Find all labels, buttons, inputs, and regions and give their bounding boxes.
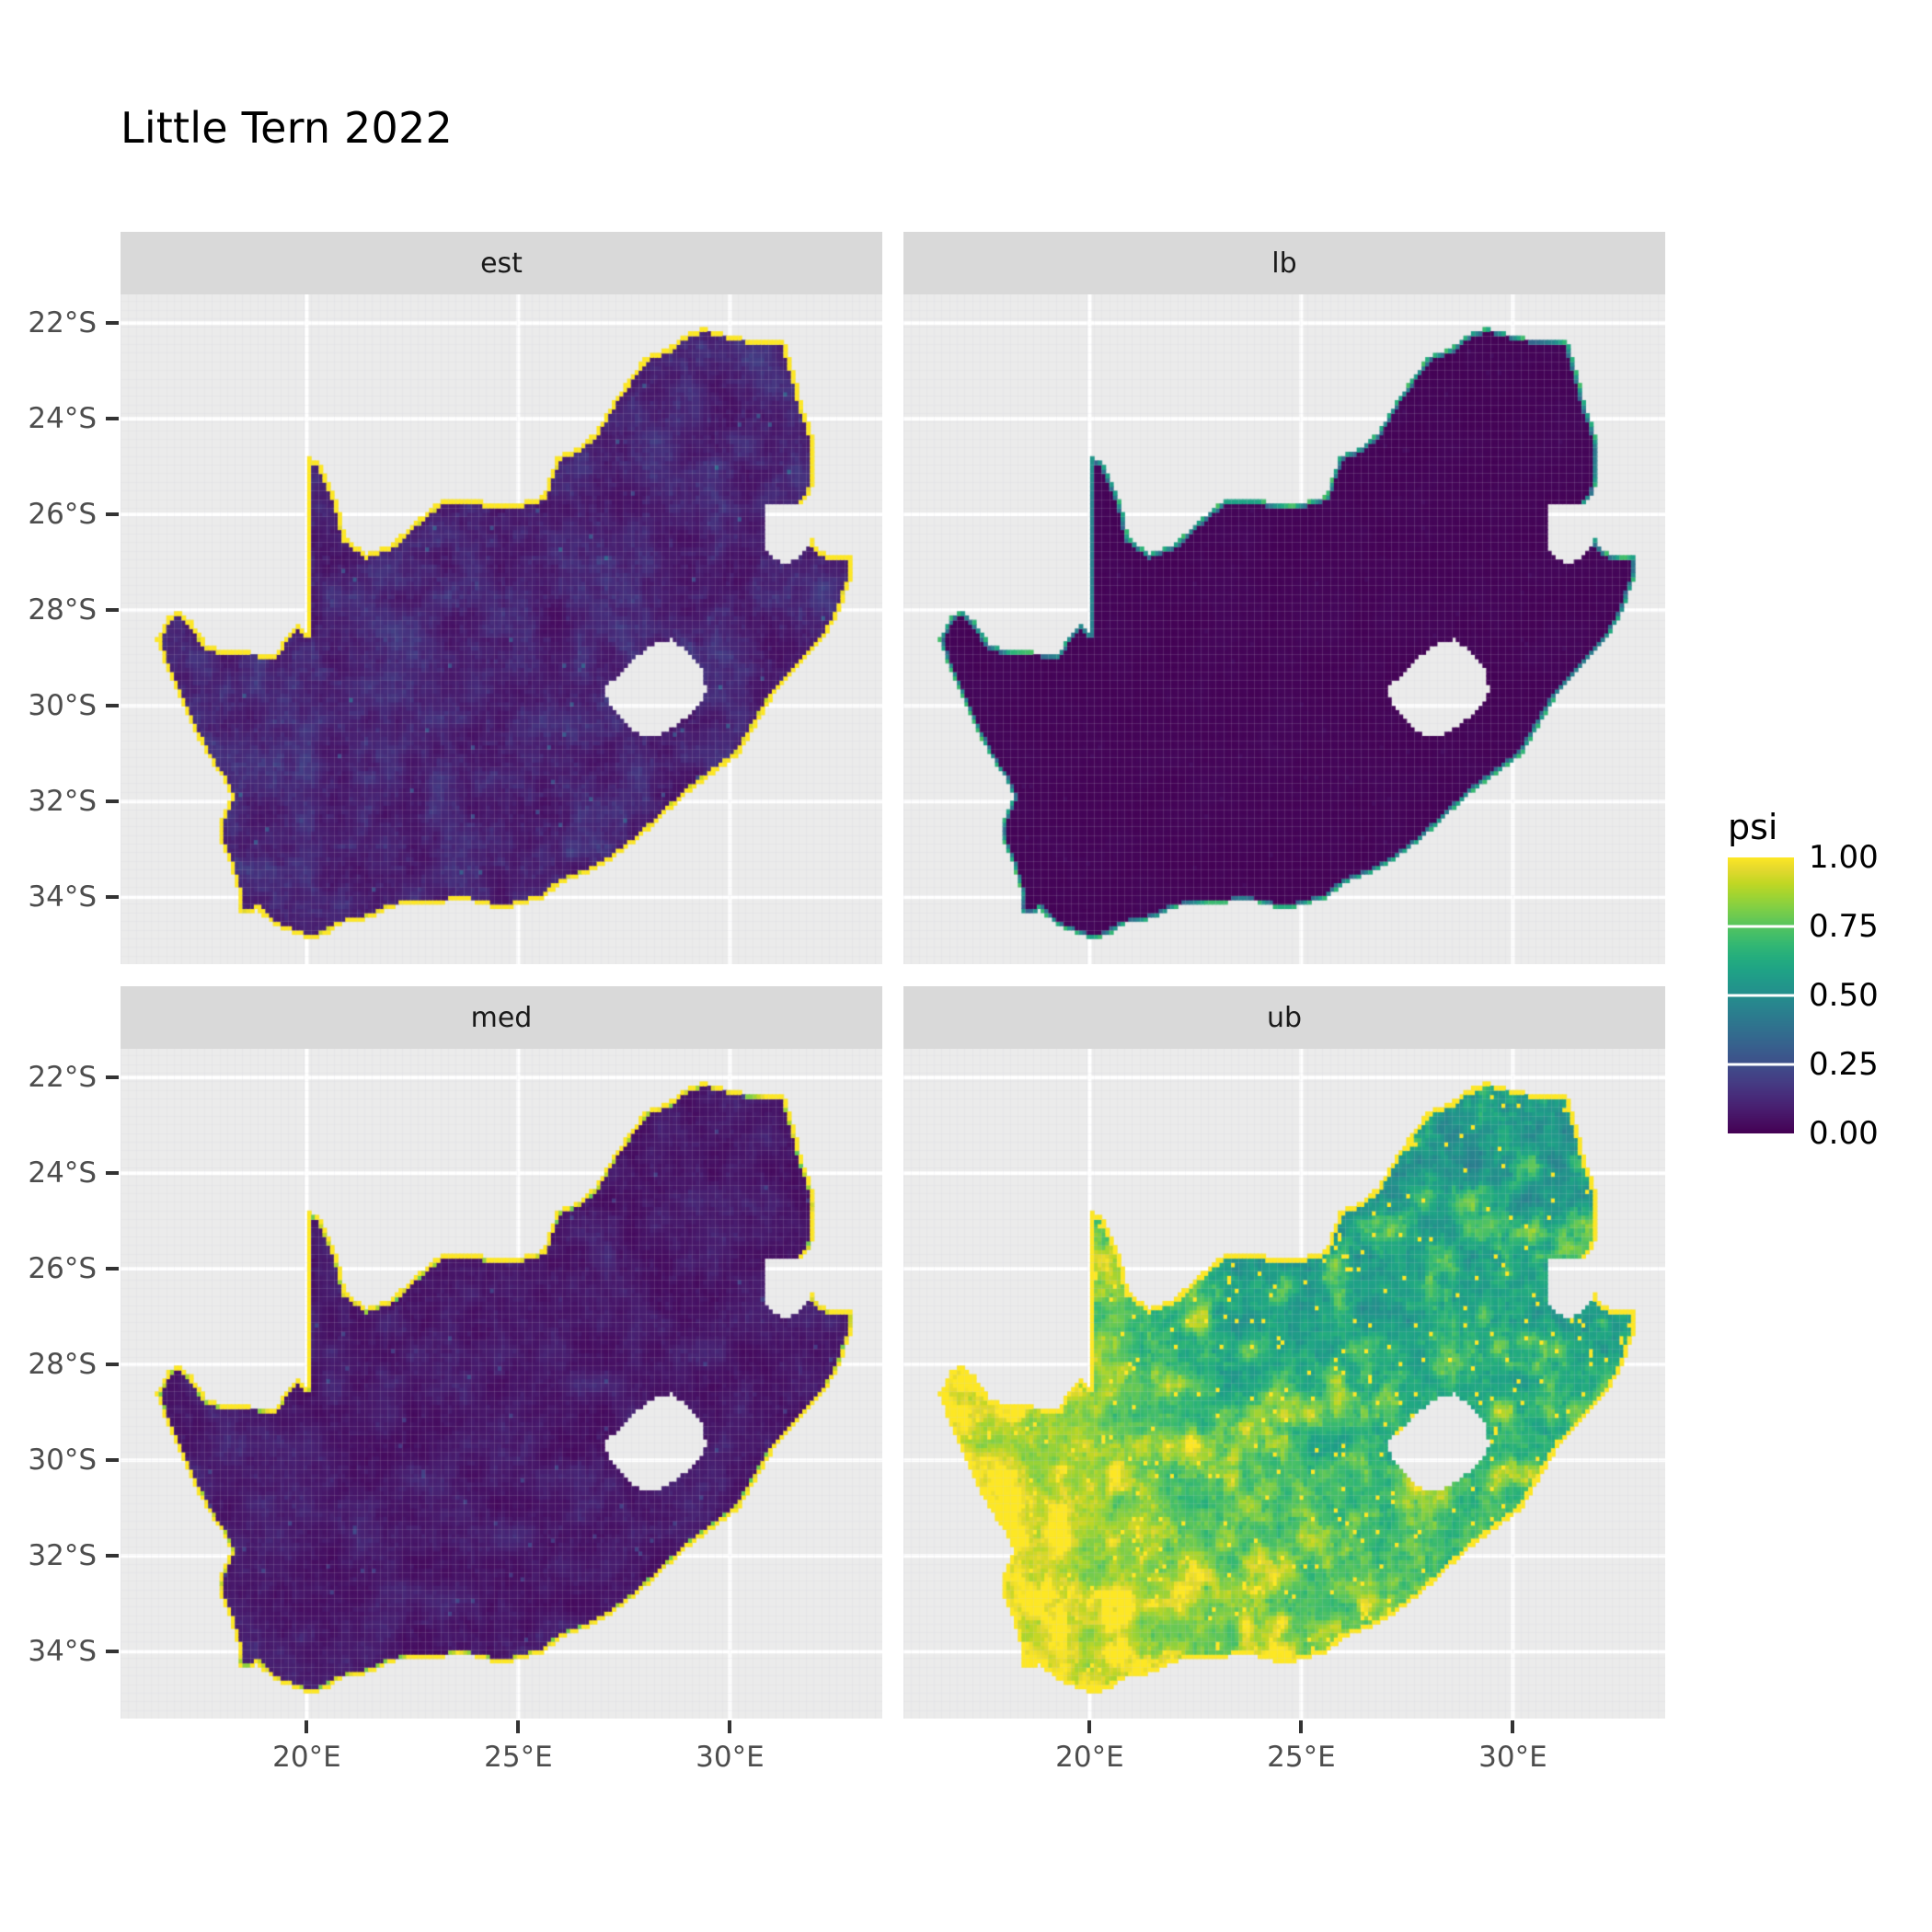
y-axis-tick-label: 24°S (28, 1156, 97, 1190)
raster-map-est (121, 294, 882, 964)
x-axis-tick-label: 25°E (1267, 1741, 1336, 1774)
y-axis-tick-mark (106, 321, 119, 326)
facet-strip-label: lb (1271, 247, 1297, 280)
y-axis-tick-mark (106, 1554, 119, 1558)
x-axis-tick-label: 30°E (696, 1741, 765, 1774)
x-axis-tick-mark (1299, 1720, 1304, 1733)
y-axis-tick-mark (106, 1650, 119, 1654)
legend-title: psi (1728, 807, 1778, 847)
y-axis-tick-label: 26°S (28, 498, 97, 532)
y-axis-tick-label: 32°S (28, 1539, 97, 1573)
legend-tick-label: 0.75 (1809, 908, 1879, 945)
y-axis-tick-label: 34°S (28, 880, 97, 914)
y-axis-tick-label: 26°S (28, 1252, 97, 1286)
y-axis-tick-label: 22°S (28, 1061, 97, 1095)
raster-map-med (121, 1049, 882, 1719)
legend-tick-label: 1.00 (1809, 839, 1879, 876)
y-axis-tick-mark (106, 1363, 119, 1367)
facet-panel-lb (903, 294, 1665, 964)
x-axis-tick-mark (1511, 1720, 1515, 1733)
y-axis-tick-label: 28°S (28, 1348, 97, 1382)
legend-tick-label: 0.00 (1809, 1115, 1879, 1152)
facet-strip-ub: ub (903, 986, 1665, 1049)
facet-strip-med: med (121, 986, 882, 1049)
facet-panel-est (121, 294, 882, 964)
y-axis-tick-mark (106, 1075, 119, 1080)
y-axis-tick-label: 30°S (28, 689, 97, 723)
y-axis-tick-mark (106, 1171, 119, 1176)
legend-body: 1.00 0.75 0.50 0.25 0.00 (1726, 839, 1910, 1152)
x-axis-tick-mark (305, 1720, 309, 1733)
x-axis-tick-mark (1087, 1720, 1092, 1733)
legend-colorbar (1728, 857, 1794, 1133)
x-axis-tick-mark (728, 1720, 732, 1733)
y-axis-tick-mark (106, 799, 119, 804)
facet-strip-label: est (480, 247, 523, 280)
facet-strip-label: med (470, 1001, 533, 1034)
legend: psi 1.00 0.75 0.50 0.25 0.00 (1726, 807, 1919, 1152)
x-axis-tick-label: 20°E (1055, 1741, 1124, 1774)
y-axis-tick-label: 30°S (28, 1443, 97, 1478)
y-axis-tick-label: 32°S (28, 785, 97, 819)
facet-panel-ub (903, 1049, 1665, 1719)
y-axis-tick-mark (106, 704, 119, 708)
raster-map-ub (903, 1049, 1665, 1719)
page-title: Little Tern 2022 (121, 103, 453, 153)
y-axis-tick-mark (106, 895, 119, 900)
x-axis-tick-mark (516, 1720, 521, 1733)
y-axis-tick-mark (106, 512, 119, 517)
y-axis-tick-label: 24°S (28, 402, 97, 436)
y-axis-tick-mark (106, 417, 119, 421)
x-axis-tick-label: 25°E (484, 1741, 553, 1774)
y-axis-tick-label: 22°S (28, 306, 97, 340)
x-axis-tick-label: 20°E (272, 1741, 341, 1774)
y-axis-tick-mark (106, 1267, 119, 1271)
facet-strip-est: est (121, 232, 882, 294)
y-axis-tick-mark (106, 608, 119, 613)
y-axis-tick-label: 34°S (28, 1635, 97, 1669)
facet-strip-label: ub (1266, 1001, 1303, 1034)
legend-tick-label: 0.50 (1809, 977, 1879, 1014)
facet-panel-med (121, 1049, 882, 1719)
legend-tick-label: 0.25 (1809, 1046, 1879, 1083)
raster-map-lb (903, 294, 1665, 964)
x-axis-tick-label: 30°E (1478, 1741, 1547, 1774)
y-axis-tick-mark (106, 1458, 119, 1463)
y-axis-tick-label: 28°S (28, 593, 97, 627)
facet-strip-lb: lb (903, 232, 1665, 294)
